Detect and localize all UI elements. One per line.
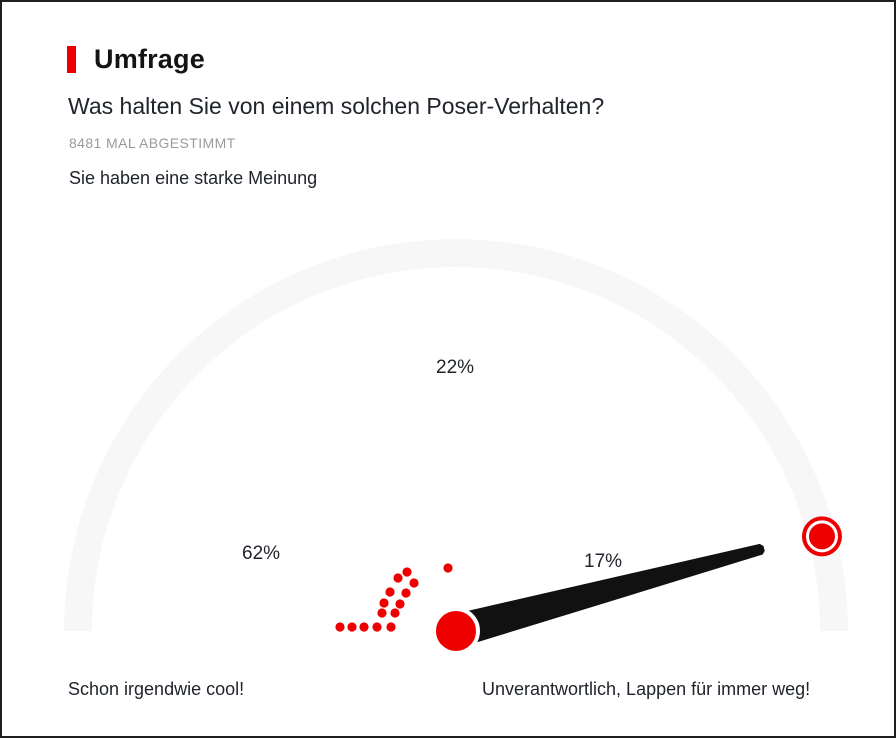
- trail-dot: [390, 608, 400, 618]
- trail-dot: [401, 588, 411, 598]
- option-left-label: Schon irgendwie cool!: [68, 679, 245, 699]
- needle-hub[interactable]: [432, 607, 480, 655]
- trail-dot: [379, 598, 389, 608]
- trail-dot: [393, 573, 403, 583]
- trail-dot: [377, 608, 387, 618]
- option-left-percentage: 62%: [242, 543, 281, 564]
- trail-dot: [372, 622, 382, 632]
- trail-dot: [443, 563, 453, 573]
- vote-count: 8481 MAL ABGESTIMMT: [69, 135, 236, 151]
- trail-dot: [386, 622, 396, 632]
- widget-header: Umfrage: [67, 44, 205, 75]
- trail-dot: [385, 587, 395, 597]
- option-middle-percentage: 22%: [436, 357, 475, 378]
- user-feedback: Sie haben eine starke Meinung: [69, 168, 318, 188]
- trail-dot: [409, 578, 419, 588]
- trail-dot: [402, 567, 412, 577]
- dial-marker-white-ring: [805, 520, 838, 553]
- trail-dot: [359, 622, 369, 632]
- trail-dot: [395, 599, 405, 609]
- trail-dot: [347, 622, 357, 632]
- gauge-needle[interactable]: [451, 532, 769, 648]
- brand-accent-bar: [67, 46, 76, 73]
- option-right-label: Unverantwortlich, Lappen für immer weg!: [482, 679, 811, 699]
- option-right-percentage: 17%: [584, 551, 623, 572]
- trail-dot: [335, 622, 345, 632]
- gauge-arc: [64, 239, 848, 632]
- poll-question: Was halten Sie von einem solchen Poser-V…: [68, 93, 605, 119]
- dial-marker-handle[interactable]: [801, 516, 842, 557]
- widget-title: Umfrage: [94, 44, 205, 74]
